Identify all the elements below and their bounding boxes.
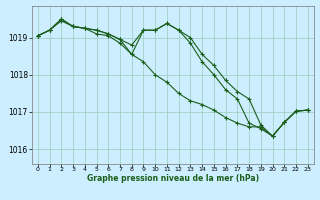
X-axis label: Graphe pression niveau de la mer (hPa): Graphe pression niveau de la mer (hPa) [87, 174, 259, 183]
